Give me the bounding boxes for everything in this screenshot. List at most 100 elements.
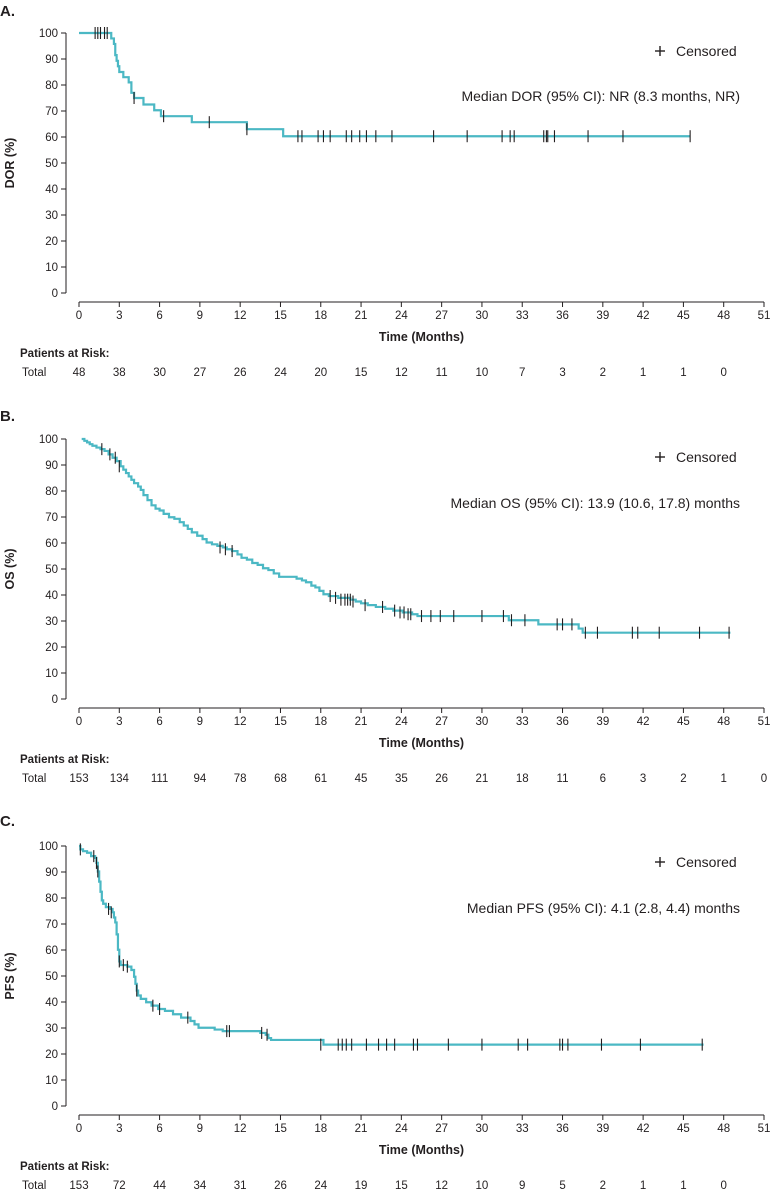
x-tick-label: 18 bbox=[314, 310, 327, 322]
risk-value: 11 bbox=[436, 367, 448, 379]
risk-value: 34 bbox=[193, 1180, 206, 1190]
risk-value: 0 bbox=[721, 367, 727, 379]
x-axis-title: Time (Months) bbox=[379, 1143, 464, 1157]
y-tick-label: 50 bbox=[45, 971, 58, 983]
x-tick-label: 24 bbox=[395, 716, 408, 728]
x-tick-label: 6 bbox=[156, 716, 162, 728]
y-tick-label: 10 bbox=[45, 1075, 58, 1087]
panel-letter: B. bbox=[0, 408, 15, 425]
risk-value: 44 bbox=[153, 1180, 166, 1190]
x-tick-label: 27 bbox=[435, 310, 448, 322]
y-tick-label: 90 bbox=[45, 867, 58, 879]
x-tick-label: 12 bbox=[234, 310, 247, 322]
x-tick-label: 51 bbox=[758, 310, 771, 322]
risk-value: 26 bbox=[234, 367, 247, 379]
y-tick-label: 70 bbox=[45, 512, 58, 524]
risk-value: 27 bbox=[193, 367, 206, 379]
y-tick-label: 50 bbox=[45, 564, 58, 576]
median-annotation: Median OS (95% CI): 13.9 (10.6, 17.8) mo… bbox=[451, 495, 740, 511]
risk-row-label: Total bbox=[22, 773, 46, 785]
risk-value: 10 bbox=[476, 367, 489, 379]
risk-value: 111 bbox=[151, 773, 168, 785]
y-tick-label: 20 bbox=[45, 1049, 58, 1061]
x-tick-label: 15 bbox=[274, 310, 287, 322]
x-tick-label: 3 bbox=[116, 716, 122, 728]
y-tick-label: 30 bbox=[45, 1023, 58, 1035]
y-tick-label: 20 bbox=[45, 236, 58, 248]
y-tick-label: 100 bbox=[39, 434, 58, 446]
risk-row-label: Total bbox=[22, 1180, 46, 1190]
legend-censored-label: Censored bbox=[676, 449, 737, 465]
legend-censored-label: Censored bbox=[676, 854, 737, 870]
y-tick-label: 90 bbox=[45, 54, 58, 66]
y-tick-label: 100 bbox=[39, 28, 58, 40]
x-tick-label: 48 bbox=[717, 310, 730, 322]
risk-value: 0 bbox=[721, 1180, 727, 1190]
x-tick-label: 39 bbox=[596, 1123, 609, 1135]
y-tick-label: 50 bbox=[45, 158, 58, 170]
x-tick-label: 27 bbox=[435, 716, 448, 728]
y-tick-label: 0 bbox=[52, 694, 58, 706]
x-tick-label: 24 bbox=[395, 310, 408, 322]
x-tick-label: 27 bbox=[435, 1123, 448, 1135]
x-tick-label: 15 bbox=[274, 1123, 287, 1135]
risk-value: 7 bbox=[519, 367, 525, 379]
risk-value: 1 bbox=[680, 367, 686, 379]
x-tick-label: 36 bbox=[556, 716, 569, 728]
x-tick-label: 3 bbox=[116, 310, 122, 322]
risk-value: 72 bbox=[113, 1180, 126, 1190]
survival-curve-pfs bbox=[79, 844, 704, 1046]
risk-value: 2 bbox=[600, 1180, 606, 1190]
risk-value: 1 bbox=[640, 1180, 646, 1190]
x-tick-label: 36 bbox=[556, 310, 569, 322]
risk-value: 31 bbox=[234, 1180, 247, 1190]
x-tick-label: 18 bbox=[314, 716, 327, 728]
risk-table-title: Patients at Risk: bbox=[20, 1161, 109, 1173]
x-tick-label: 42 bbox=[637, 716, 650, 728]
x-axis-title: Time (Months) bbox=[379, 330, 464, 344]
x-tick-label: 48 bbox=[717, 1123, 730, 1135]
x-tick-label: 6 bbox=[156, 1123, 162, 1135]
risk-value: 6 bbox=[600, 773, 606, 785]
risk-value: 1 bbox=[721, 773, 727, 785]
risk-value: 24 bbox=[274, 367, 287, 379]
x-tick-label: 0 bbox=[76, 716, 82, 728]
median-annotation: Median PFS (95% CI): 4.1 (2.8, 4.4) mont… bbox=[467, 900, 740, 916]
x-axis-title: Time (Months) bbox=[379, 736, 464, 750]
x-tick-label: 9 bbox=[197, 716, 203, 728]
y-tick-label: 30 bbox=[45, 210, 58, 222]
y-tick-label: 10 bbox=[45, 668, 58, 680]
x-tick-label: 51 bbox=[758, 716, 771, 728]
y-tick-label: 80 bbox=[45, 893, 58, 905]
risk-value: 2 bbox=[680, 773, 686, 785]
risk-value: 11 bbox=[557, 773, 569, 785]
x-tick-label: 36 bbox=[556, 1123, 569, 1135]
y-tick-label: 80 bbox=[45, 486, 58, 498]
x-tick-label: 45 bbox=[677, 1123, 690, 1135]
y-axis-title: DOR (%) bbox=[3, 138, 17, 189]
y-tick-label: 70 bbox=[45, 919, 58, 931]
y-tick-label: 60 bbox=[45, 945, 58, 957]
y-axis-title: OS (%) bbox=[3, 549, 17, 590]
x-tick-label: 30 bbox=[476, 1123, 489, 1135]
x-tick-label: 12 bbox=[234, 1123, 247, 1135]
risk-value: 48 bbox=[73, 367, 86, 379]
risk-row-label: Total bbox=[22, 367, 46, 379]
y-tick-label: 40 bbox=[45, 590, 58, 602]
risk-table-title: Patients at Risk: bbox=[20, 348, 109, 360]
x-tick-label: 51 bbox=[758, 1123, 771, 1135]
risk-value: 2 bbox=[600, 367, 606, 379]
x-tick-label: 21 bbox=[355, 310, 368, 322]
risk-value: 134 bbox=[110, 773, 130, 785]
risk-value: 24 bbox=[314, 1180, 327, 1190]
x-tick-label: 45 bbox=[677, 310, 690, 322]
risk-value: 78 bbox=[234, 773, 247, 785]
risk-value: 68 bbox=[274, 773, 287, 785]
y-tick-label: 80 bbox=[45, 80, 58, 92]
risk-value: 5 bbox=[559, 1180, 565, 1190]
x-tick-label: 9 bbox=[197, 1123, 203, 1135]
risk-value: 12 bbox=[435, 1180, 448, 1190]
y-tick-label: 100 bbox=[39, 841, 58, 853]
x-tick-label: 42 bbox=[637, 1123, 650, 1135]
risk-value: 26 bbox=[274, 1180, 287, 1190]
